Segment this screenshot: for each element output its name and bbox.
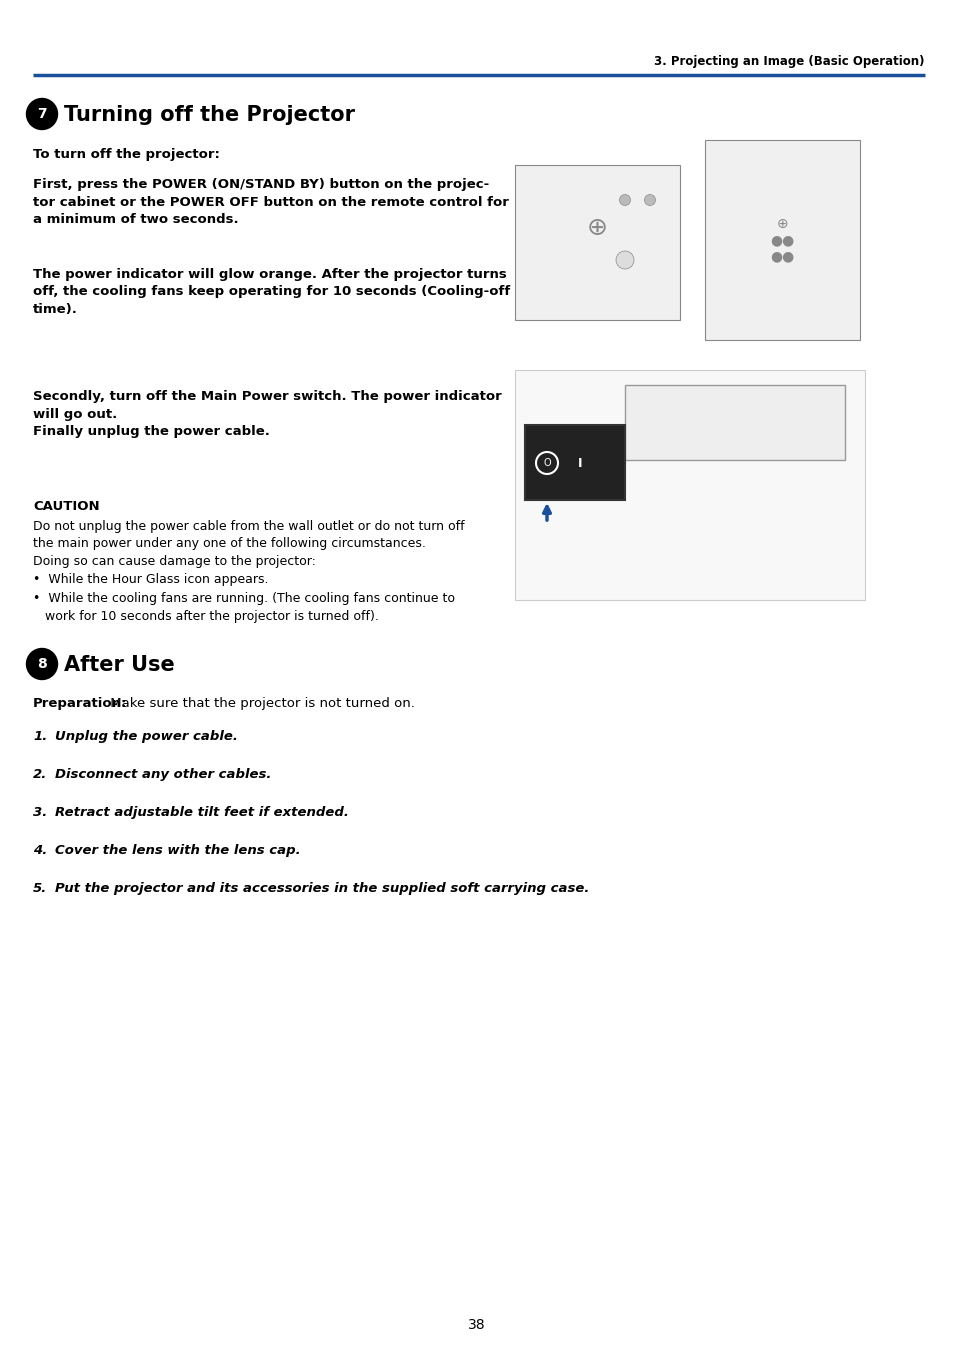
Text: The power indicator will glow orange. After the projector turns
off, the cooling: The power indicator will glow orange. Af… <box>33 268 510 315</box>
Text: 1.: 1. <box>33 731 48 743</box>
Text: After Use: After Use <box>64 655 174 675</box>
Text: O: O <box>542 458 550 468</box>
Circle shape <box>27 98 57 129</box>
Text: 3. Projecting an Image (Basic Operation): 3. Projecting an Image (Basic Operation) <box>654 55 924 67</box>
Text: Preparation:: Preparation: <box>33 697 128 710</box>
Text: First, press the POWER (ON/STAND BY) button on the projec-
tor cabinet or the PO: First, press the POWER (ON/STAND BY) but… <box>33 178 508 226</box>
Text: •  While the Hour Glass icon appears.: • While the Hour Glass icon appears. <box>33 573 268 586</box>
Circle shape <box>27 648 57 679</box>
Text: 8: 8 <box>37 656 47 671</box>
Text: Disconnect any other cables.: Disconnect any other cables. <box>55 768 271 780</box>
Text: To turn off the projector:: To turn off the projector: <box>33 148 219 160</box>
Circle shape <box>618 194 630 205</box>
Text: 7: 7 <box>37 106 47 121</box>
Text: CAUTION: CAUTION <box>33 500 99 514</box>
Text: •  While the cooling fans are running. (The cooling fans continue to
   work for: • While the cooling fans are running. (T… <box>33 592 455 623</box>
Bar <box>624 386 844 460</box>
Circle shape <box>616 251 634 270</box>
Text: 2.: 2. <box>33 768 48 780</box>
Text: Do not unplug the power cable from the wall outlet or do not turn off
the main p: Do not unplug the power cable from the w… <box>33 520 464 568</box>
Text: ⊕
●●
●●: ⊕ ●● ●● <box>770 217 794 263</box>
Text: Make sure that the projector is not turned on.: Make sure that the projector is not turn… <box>106 697 415 710</box>
Text: I: I <box>578 457 581 469</box>
Text: Cover the lens with the lens cap.: Cover the lens with the lens cap. <box>55 844 300 857</box>
Text: ⊕: ⊕ <box>586 216 607 240</box>
Text: 3.: 3. <box>33 806 48 820</box>
Circle shape <box>644 194 655 205</box>
Text: Put the projector and its accessories in the supplied soft carrying case.: Put the projector and its accessories in… <box>55 882 589 895</box>
Bar <box>515 164 679 319</box>
Text: Retract adjustable tilt feet if extended.: Retract adjustable tilt feet if extended… <box>55 806 349 820</box>
Text: Turning off the Projector: Turning off the Projector <box>64 105 355 125</box>
Bar <box>704 140 859 340</box>
Text: 38: 38 <box>468 1318 485 1332</box>
Text: Secondly, turn off the Main Power switch. The power indicator
will go out.
Final: Secondly, turn off the Main Power switch… <box>33 390 501 438</box>
Bar <box>515 369 864 600</box>
Text: 5.: 5. <box>33 882 48 895</box>
Text: Unplug the power cable.: Unplug the power cable. <box>55 731 237 743</box>
Bar <box>524 425 624 500</box>
Text: 4.: 4. <box>33 844 48 857</box>
